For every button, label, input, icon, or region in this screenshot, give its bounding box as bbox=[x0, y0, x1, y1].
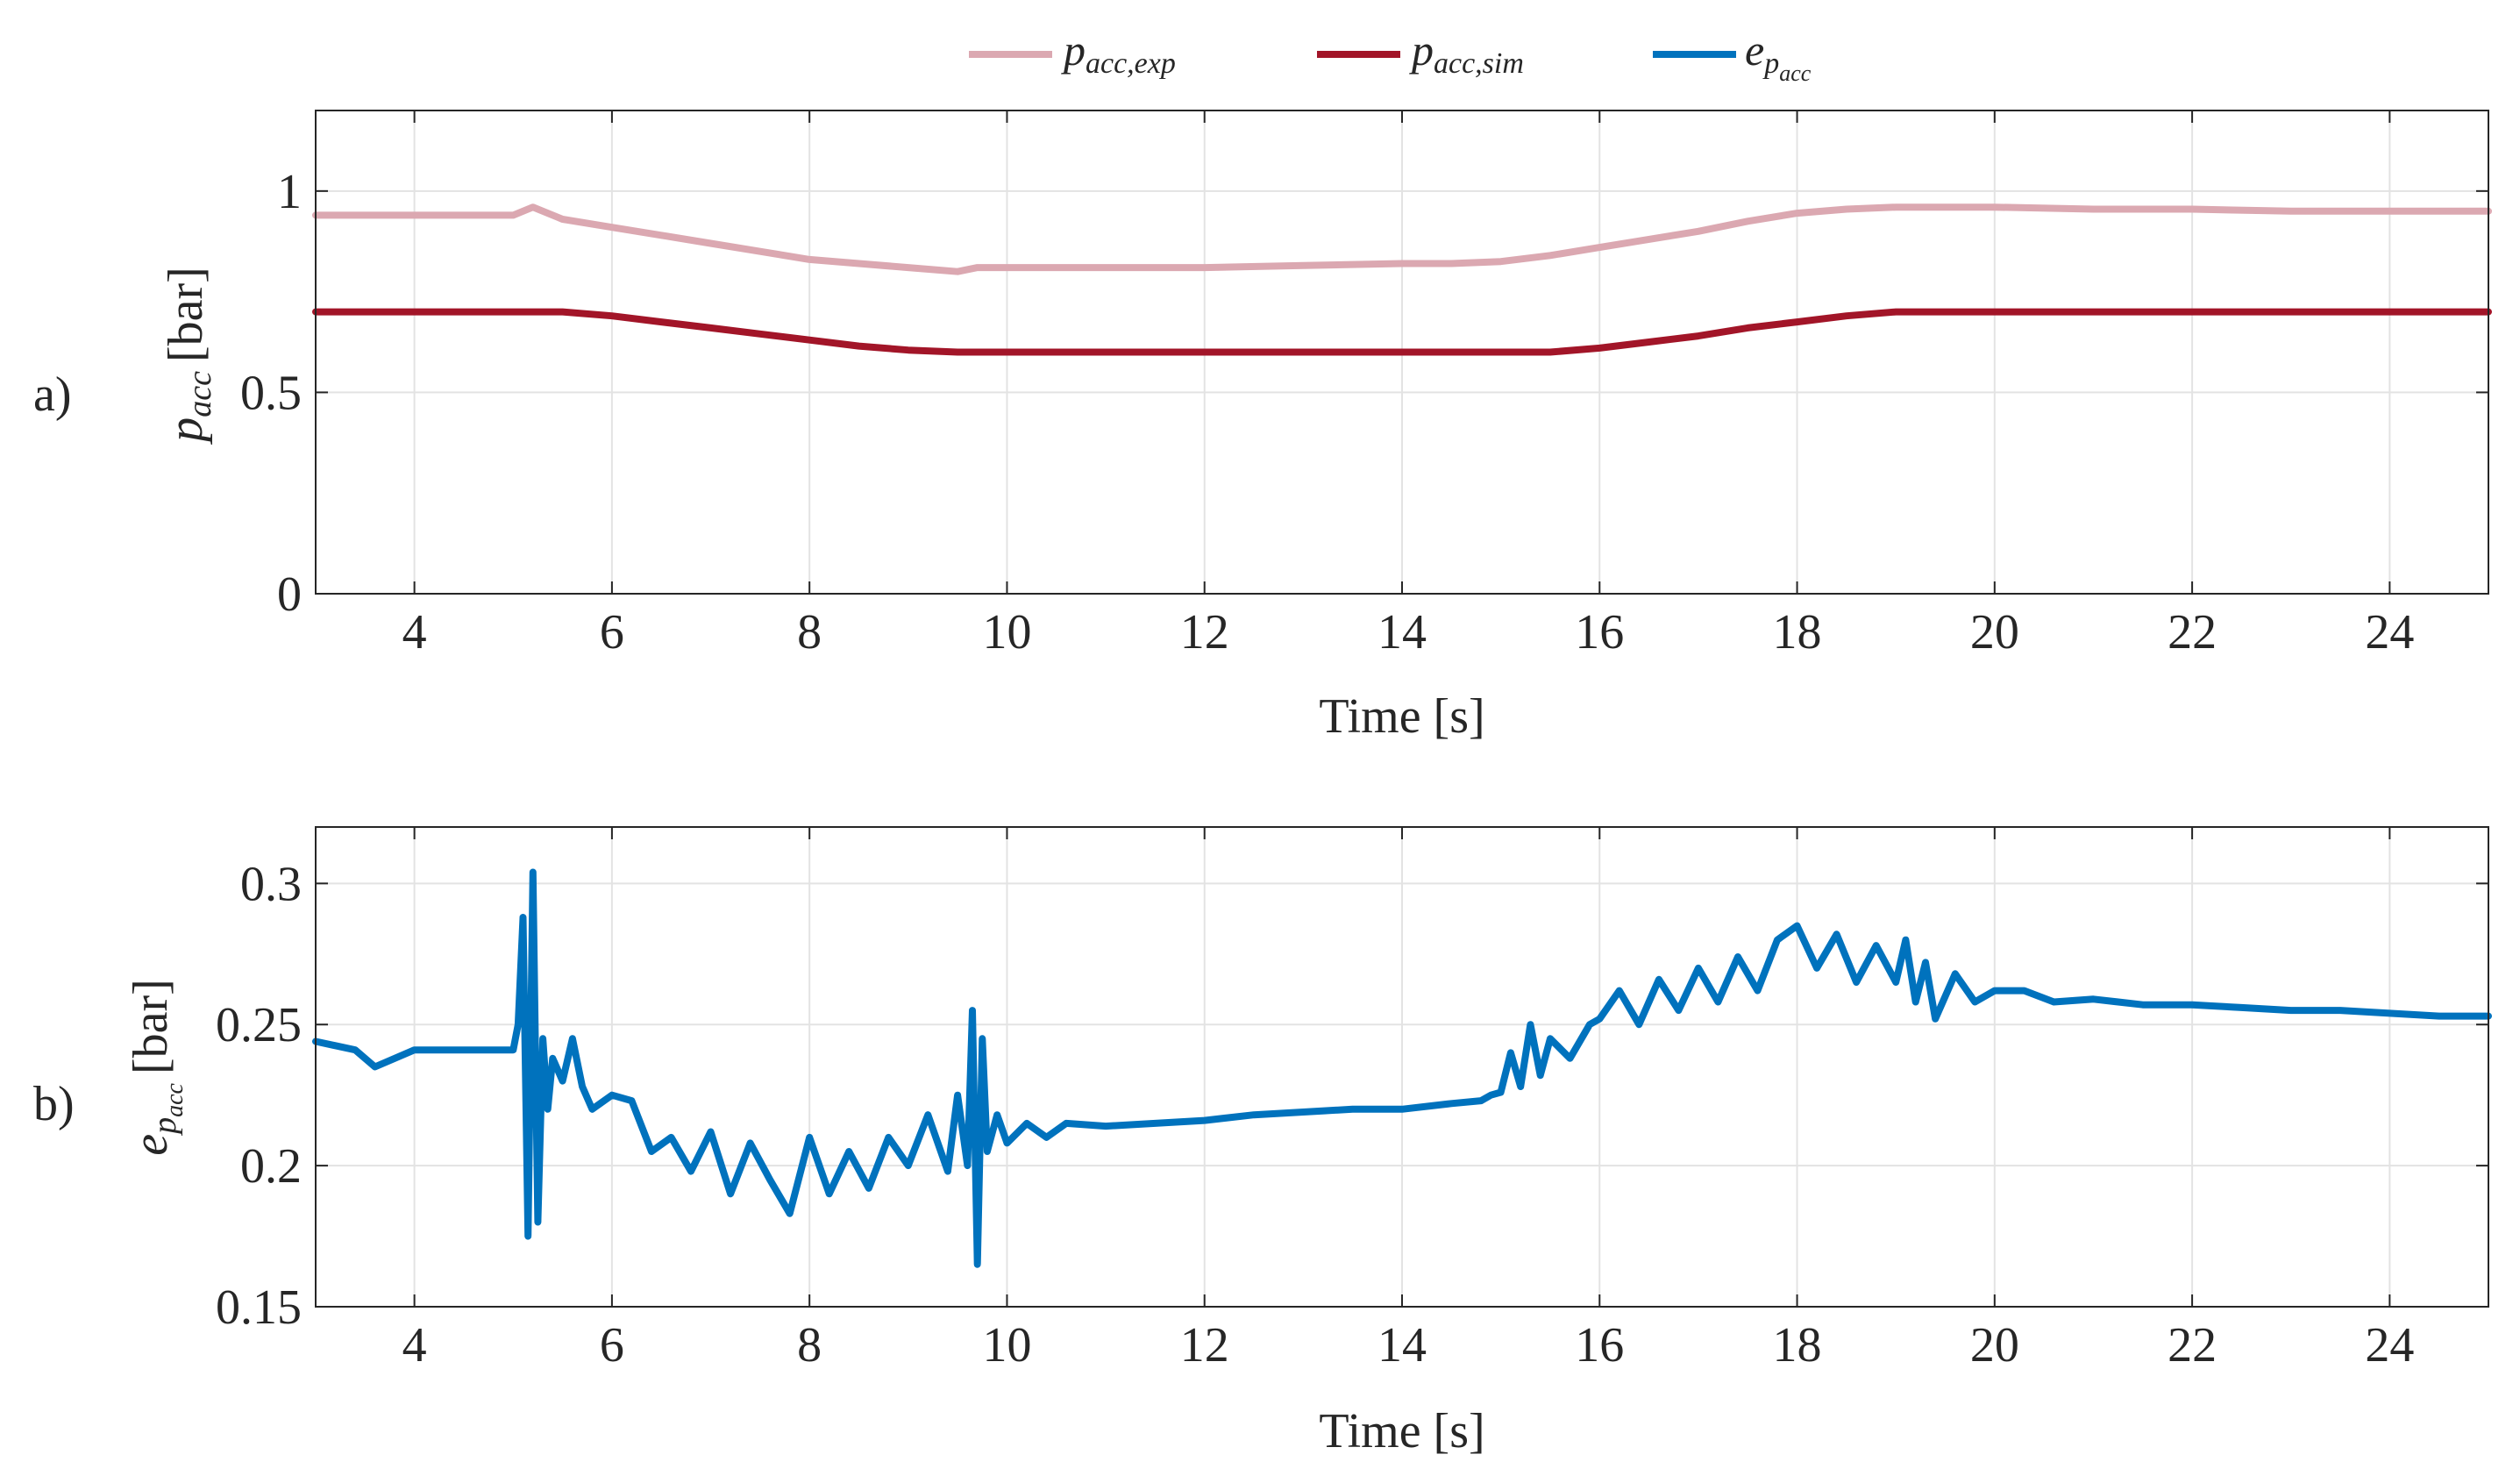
xtick-label-b: 10 bbox=[982, 1318, 1031, 1372]
xtick-label-a: 6 bbox=[600, 605, 624, 660]
legend-label-p-acc-exp: pacc,exp bbox=[1061, 25, 1176, 80]
xtick-label-b: 8 bbox=[797, 1318, 822, 1372]
plot-frame-a bbox=[315, 110, 2489, 595]
panel-label-a: a) bbox=[33, 367, 72, 422]
xtick-label-b: 4 bbox=[402, 1318, 427, 1372]
plot-frame-b bbox=[315, 826, 2489, 1308]
legend-label-e-p-acc: epacc bbox=[1745, 25, 1812, 86]
xtick-label-b: 24 bbox=[2365, 1318, 2414, 1372]
chart-panel-b: 4 6 8 10 12 14 16 18 20 22 24 0.15 0.2 0.25 0.3 b) Tim… bbox=[33, 826, 2492, 1458]
xtick-label-b: 14 bbox=[1377, 1318, 1427, 1372]
ytick-label-b: 0.3 bbox=[240, 857, 302, 911]
chart-panel-a: 4 6 8 10 12 14 16 18 20 22 24 0 0.5 1 a) Time [s] pac… bbox=[33, 110, 2492, 744]
series-b bbox=[312, 868, 2492, 1268]
xtick-label-b: 6 bbox=[600, 1318, 624, 1372]
ytick-label-b: 0.15 bbox=[216, 1280, 302, 1335]
ytick-label-b: 0.25 bbox=[216, 998, 302, 1052]
xtick-label-b: 22 bbox=[2168, 1318, 2217, 1372]
xtick-label-a: 12 bbox=[1180, 605, 1229, 660]
ytick-label-a: 0.5 bbox=[240, 366, 302, 420]
xtick-label-a: 8 bbox=[797, 605, 822, 660]
legend-label-p-acc-sim: pacc,sim bbox=[1409, 25, 1524, 80]
series-line-p-acc-sim bbox=[312, 308, 2492, 356]
xtick-label-b: 16 bbox=[1575, 1318, 1624, 1372]
xtick-label-b: 20 bbox=[1970, 1318, 2019, 1372]
ylabel-b: epacc[bar] bbox=[124, 979, 189, 1156]
series-line-e-p-acc bbox=[312, 868, 2492, 1268]
xtick-label-a: 22 bbox=[2168, 605, 2217, 660]
xtick-label-a: 14 bbox=[1377, 605, 1427, 660]
xtick-label-b: 12 bbox=[1180, 1318, 1229, 1372]
ticks-b: 4 6 8 10 12 14 16 18 20 22 24 0.15 0.2 0.25 0.3 bbox=[216, 827, 2488, 1372]
ylabel-a: pacc[bar] bbox=[159, 267, 218, 446]
series-a bbox=[312, 203, 2492, 356]
ytick-label-b: 0.2 bbox=[240, 1139, 302, 1194]
ticks-a: 4 6 8 10 12 14 16 18 20 22 24 0 0.5 1 bbox=[240, 111, 2488, 660]
xtick-label-a: 20 bbox=[1970, 605, 2019, 660]
ytick-label-a: 1 bbox=[277, 165, 302, 219]
panel-label-b: b) bbox=[33, 1077, 75, 1131]
xlabel-a: Time [s] bbox=[1319, 689, 1484, 744]
series-line-p-acc-exp bbox=[312, 203, 2492, 275]
grid-b bbox=[316, 827, 2488, 1308]
xtick-label-a: 4 bbox=[402, 605, 427, 660]
xlabel-b: Time [s] bbox=[1319, 1404, 1484, 1458]
xtick-label-a: 18 bbox=[1773, 605, 1822, 660]
xtick-label-b: 18 bbox=[1773, 1318, 1822, 1372]
xtick-label-a: 10 bbox=[982, 605, 1031, 660]
xtick-label-a: 16 bbox=[1575, 605, 1624, 660]
legend: pacc,exp pacc,sim epacc bbox=[969, 25, 1812, 86]
ytick-label-a: 0 bbox=[277, 567, 302, 622]
xtick-label-a: 24 bbox=[2365, 605, 2414, 660]
